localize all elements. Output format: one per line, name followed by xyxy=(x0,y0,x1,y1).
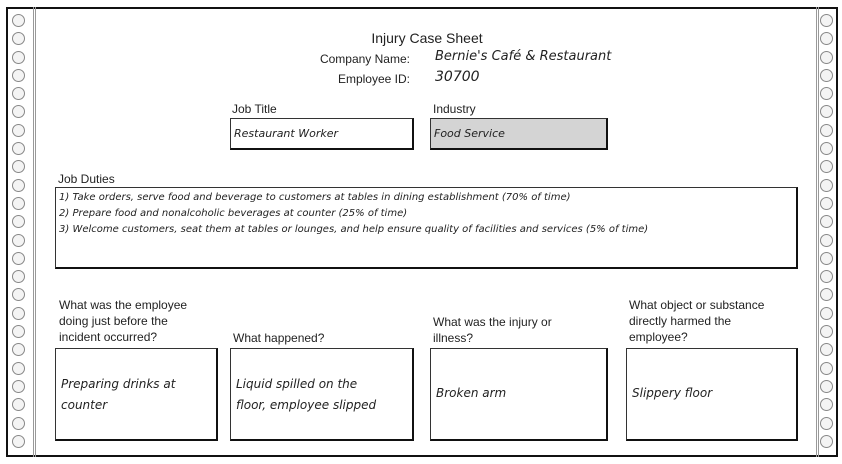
right-margin-line xyxy=(816,7,819,457)
answer-text: Preparing drinks at counter xyxy=(61,374,175,416)
binder-hole-icon xyxy=(820,215,833,229)
binder-hole-icon xyxy=(820,270,833,284)
binder-hole-icon xyxy=(12,343,25,357)
label-line: What happened? xyxy=(233,331,325,345)
industry-value: Food Service xyxy=(434,127,505,140)
binder-hole-icon xyxy=(820,87,833,101)
job-duties-field[interactable]: 1) Take orders, serve food and beverage … xyxy=(55,187,798,269)
binder-hole-icon xyxy=(12,325,25,339)
right-binder-holes xyxy=(820,14,833,448)
binder-hole-icon xyxy=(820,50,833,64)
binder-hole-icon xyxy=(820,178,833,192)
answer-field-what-happened[interactable]: Liquid spilled on the floor, employee sl… xyxy=(230,348,414,441)
left-margin-line xyxy=(33,7,36,457)
answer-line: floor, employee slipped xyxy=(236,398,377,412)
binder-hole-icon xyxy=(12,142,25,156)
binder-hole-icon xyxy=(820,434,833,448)
binder-hole-icon xyxy=(820,361,833,375)
binder-hole-icon xyxy=(820,343,833,357)
binder-hole-icon xyxy=(12,416,25,430)
binder-hole-icon xyxy=(820,379,833,393)
job-title-label: Job Title xyxy=(232,102,277,116)
binder-hole-icon xyxy=(820,123,833,137)
binder-hole-icon xyxy=(12,196,25,210)
binder-hole-icon xyxy=(820,68,833,82)
binder-hole-icon xyxy=(12,251,25,265)
binder-hole-icon xyxy=(12,361,25,375)
job-duties-label: Job Duties xyxy=(58,172,115,186)
binder-hole-icon xyxy=(820,325,833,339)
binder-hole-icon xyxy=(12,123,25,137)
binder-hole-icon xyxy=(820,251,833,265)
answer-text: Broken arm xyxy=(436,386,507,400)
binder-hole-icon xyxy=(12,306,25,320)
binder-hole-icon xyxy=(820,105,833,119)
company-name-value: Bernie's Café & Restaurant xyxy=(435,49,612,64)
job-duty-line: 3) Welcome customers, seat them at table… xyxy=(59,224,649,235)
binder-hole-icon xyxy=(820,398,833,412)
binder-hole-icon xyxy=(12,233,25,247)
answer-field-activity[interactable]: Preparing drinks at counter xyxy=(55,348,218,441)
answer-line: Preparing drinks at xyxy=(61,377,176,391)
company-name-label: Company Name: xyxy=(319,52,410,66)
binder-hole-icon xyxy=(12,105,25,119)
label-line: What object or substance xyxy=(629,298,765,312)
label-line: employee? xyxy=(629,330,688,344)
answer-field-injury[interactable]: Broken arm xyxy=(430,348,608,441)
answer-line: counter xyxy=(61,398,108,412)
binder-hole-icon xyxy=(12,50,25,64)
binder-hole-icon xyxy=(12,87,25,101)
label-line: doing just before the xyxy=(59,314,168,328)
industry-label: Industry xyxy=(433,102,476,116)
binder-hole-icon xyxy=(820,306,833,320)
binder-hole-icon xyxy=(12,398,25,412)
binder-hole-icon xyxy=(12,215,25,229)
binder-hole-icon xyxy=(820,142,833,156)
binder-hole-icon xyxy=(820,196,833,210)
page-title: Injury Case Sheet xyxy=(371,30,483,46)
binder-hole-icon xyxy=(820,32,833,46)
job-title-value: Restaurant Worker xyxy=(234,127,339,140)
binder-hole-icon xyxy=(12,434,25,448)
left-binder-holes xyxy=(12,14,25,448)
employee-id-value: 30700 xyxy=(435,69,480,85)
job-duty-line: 2) Prepare food and nonalcoholic beverag… xyxy=(59,208,408,219)
binder-hole-icon xyxy=(820,160,833,174)
binder-hole-icon xyxy=(12,379,25,393)
label-line: directly harmed the xyxy=(629,314,732,328)
question-label-injury: What was the injury or illness? xyxy=(433,314,552,346)
job-duty-line: 1) Take orders, serve food and beverage … xyxy=(59,192,571,203)
answer-line: Liquid spilled on the xyxy=(236,377,358,391)
question-label-what-happened: What happened? xyxy=(233,330,324,346)
binder-hole-icon xyxy=(12,178,25,192)
binder-hole-icon xyxy=(12,14,25,27)
answer-text: Liquid spilled on the floor, employee sl… xyxy=(236,374,376,416)
employee-id-label: Employee ID: xyxy=(337,72,410,86)
binder-hole-icon xyxy=(820,288,833,302)
question-label-object: What object or substance directly harmed… xyxy=(629,297,764,345)
label-line: What was the employee xyxy=(59,298,188,312)
label-line: illness? xyxy=(433,331,474,345)
industry-field[interactable]: Food Service xyxy=(430,118,608,150)
label-line: What was the injury or xyxy=(433,315,552,329)
binder-hole-icon xyxy=(820,233,833,247)
question-label-activity: What was the employee doing just before … xyxy=(59,297,187,345)
binder-hole-icon xyxy=(820,14,833,27)
binder-hole-icon xyxy=(12,270,25,284)
page-frame xyxy=(6,7,838,457)
binder-hole-icon xyxy=(820,416,833,430)
binder-hole-icon xyxy=(12,32,25,46)
answer-text: Slippery floor xyxy=(632,386,713,400)
label-line: incident occurred? xyxy=(59,330,158,344)
job-title-field[interactable]: Restaurant Worker xyxy=(230,118,414,150)
answer-field-object[interactable]: Slippery floor xyxy=(626,348,798,441)
binder-hole-icon xyxy=(12,288,25,302)
binder-hole-icon xyxy=(12,68,25,82)
binder-hole-icon xyxy=(12,160,25,174)
